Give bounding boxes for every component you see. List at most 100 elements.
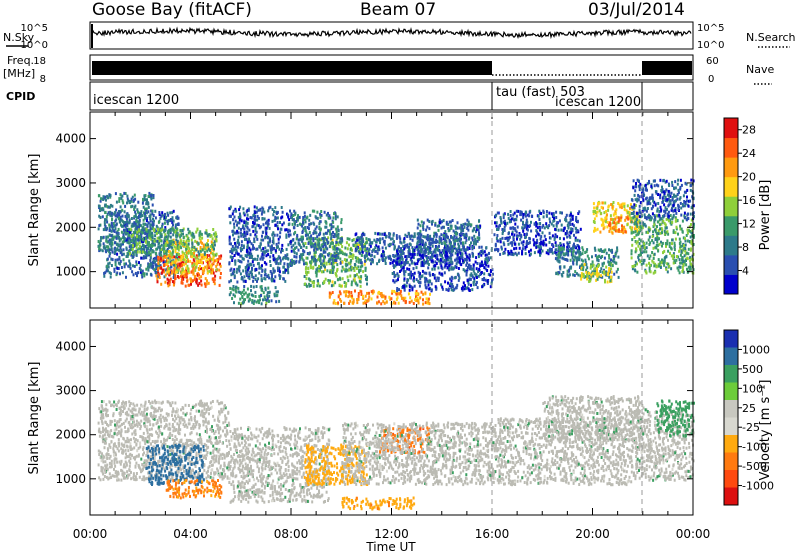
scatter-cell	[462, 241, 464, 245]
scatter-cell	[327, 211, 329, 215]
scatter-cell	[122, 252, 125, 256]
scatter-cell	[489, 285, 492, 289]
scatter-cell	[260, 294, 262, 297]
scatter-cell	[431, 219, 434, 223]
scatter-cell	[157, 275, 160, 279]
scatter-cell	[234, 289, 237, 293]
scatter-cell	[216, 262, 219, 266]
scatter-cell	[382, 300, 385, 304]
scatter-cell	[568, 221, 571, 225]
scatter-cell	[566, 235, 569, 239]
scatter-cell	[166, 220, 169, 223]
scatter-cell	[322, 264, 325, 268]
scatter-cell	[437, 276, 440, 280]
scatter-cell	[177, 268, 180, 272]
scatter-cell	[126, 201, 128, 205]
scatter-cell	[253, 222, 256, 226]
scatter-cell	[435, 245, 438, 249]
scatter-cell	[249, 216, 252, 219]
scatter-blob	[303, 236, 368, 288]
scatter-cell	[116, 212, 119, 216]
scatter-cell	[328, 262, 331, 266]
scatter-cell	[454, 276, 456, 280]
scatter-cell	[298, 255, 301, 258]
scatter-cell	[468, 263, 471, 267]
scatter-cell	[187, 242, 190, 246]
scatter-cell	[463, 269, 466, 273]
scatter-cell	[475, 242, 477, 246]
scatter-cell	[191, 251, 194, 255]
scatter-cell	[569, 258, 572, 262]
scatter-cell	[425, 256, 428, 260]
scatter-cell	[333, 254, 336, 258]
scatter-cell	[475, 224, 478, 228]
scatter-cell	[193, 260, 196, 264]
scatter-cell	[361, 243, 364, 247]
scatter-cell	[133, 205, 136, 209]
scatter-cell	[382, 250, 385, 254]
scatter-cell	[174, 271, 177, 275]
scatter-cell	[349, 247, 352, 251]
scatter-cell	[272, 258, 275, 262]
scatter-cell	[302, 249, 305, 253]
scatter-cell	[239, 297, 242, 301]
scatter-cell	[518, 246, 521, 250]
scatter-cell	[150, 262, 153, 266]
scatter-cell	[465, 258, 467, 262]
scatter-cell	[579, 266, 581, 269]
scatter-cell	[478, 219, 481, 223]
scatter-cell	[182, 258, 185, 262]
scatter-cell	[103, 227, 106, 231]
scatter-cell	[199, 258, 202, 262]
scatter-cell	[381, 255, 384, 259]
scatter-cell	[316, 284, 319, 288]
scatter-cell	[418, 253, 421, 257]
scatter-cell	[559, 253, 562, 257]
scatter-cell	[232, 293, 235, 297]
scatter-cell	[233, 270, 236, 274]
scatter-cell	[303, 250, 306, 254]
scatter-cell	[211, 237, 214, 241]
scatter-cell	[121, 208, 124, 212]
scatter-blob	[228, 284, 281, 306]
scatter-cell	[263, 261, 266, 265]
scatter-cell	[392, 233, 395, 237]
scatter-cell	[522, 243, 525, 247]
scatter-cell	[458, 226, 461, 230]
scatter-cell	[298, 222, 301, 226]
scatter-cell	[164, 233, 167, 237]
scatter-cell	[439, 272, 442, 276]
scatter-cell	[577, 212, 580, 215]
scatter-cell	[444, 254, 447, 258]
scatter-cell	[504, 222, 506, 226]
scatter-cell	[317, 257, 320, 261]
scatter-cell	[164, 212, 166, 216]
scatter-cell	[252, 244, 254, 248]
scatter-cell	[461, 224, 464, 228]
scatter-cell	[389, 237, 392, 241]
scatter-cell	[434, 250, 437, 254]
scatter-cell	[241, 226, 244, 230]
scatter-cell	[261, 264, 263, 268]
scatter-cell	[252, 221, 254, 224]
scatter-cell	[123, 262, 126, 266]
scatter-cell	[267, 209, 270, 213]
scatter-cell	[152, 214, 155, 217]
scatter-cell	[185, 245, 187, 249]
scatter-cell	[212, 258, 215, 262]
scatter-cell	[575, 262, 578, 266]
scatter-cell	[118, 199, 121, 203]
scatter-cell	[601, 262, 604, 266]
scatter-cell	[563, 245, 565, 248]
scatter-cell	[287, 234, 290, 238]
scatter-cell	[555, 216, 558, 219]
scatter-cell	[500, 245, 503, 249]
scatter-cell	[114, 192, 117, 196]
scatter-cell	[259, 298, 261, 302]
scatter-cell	[142, 272, 145, 276]
scatter-cell	[314, 237, 317, 241]
cpid-segment-3: icescan 1200	[555, 95, 641, 110]
scatter-cell	[336, 215, 339, 219]
scatter-cell	[234, 231, 237, 235]
scatter-cell	[610, 267, 613, 271]
